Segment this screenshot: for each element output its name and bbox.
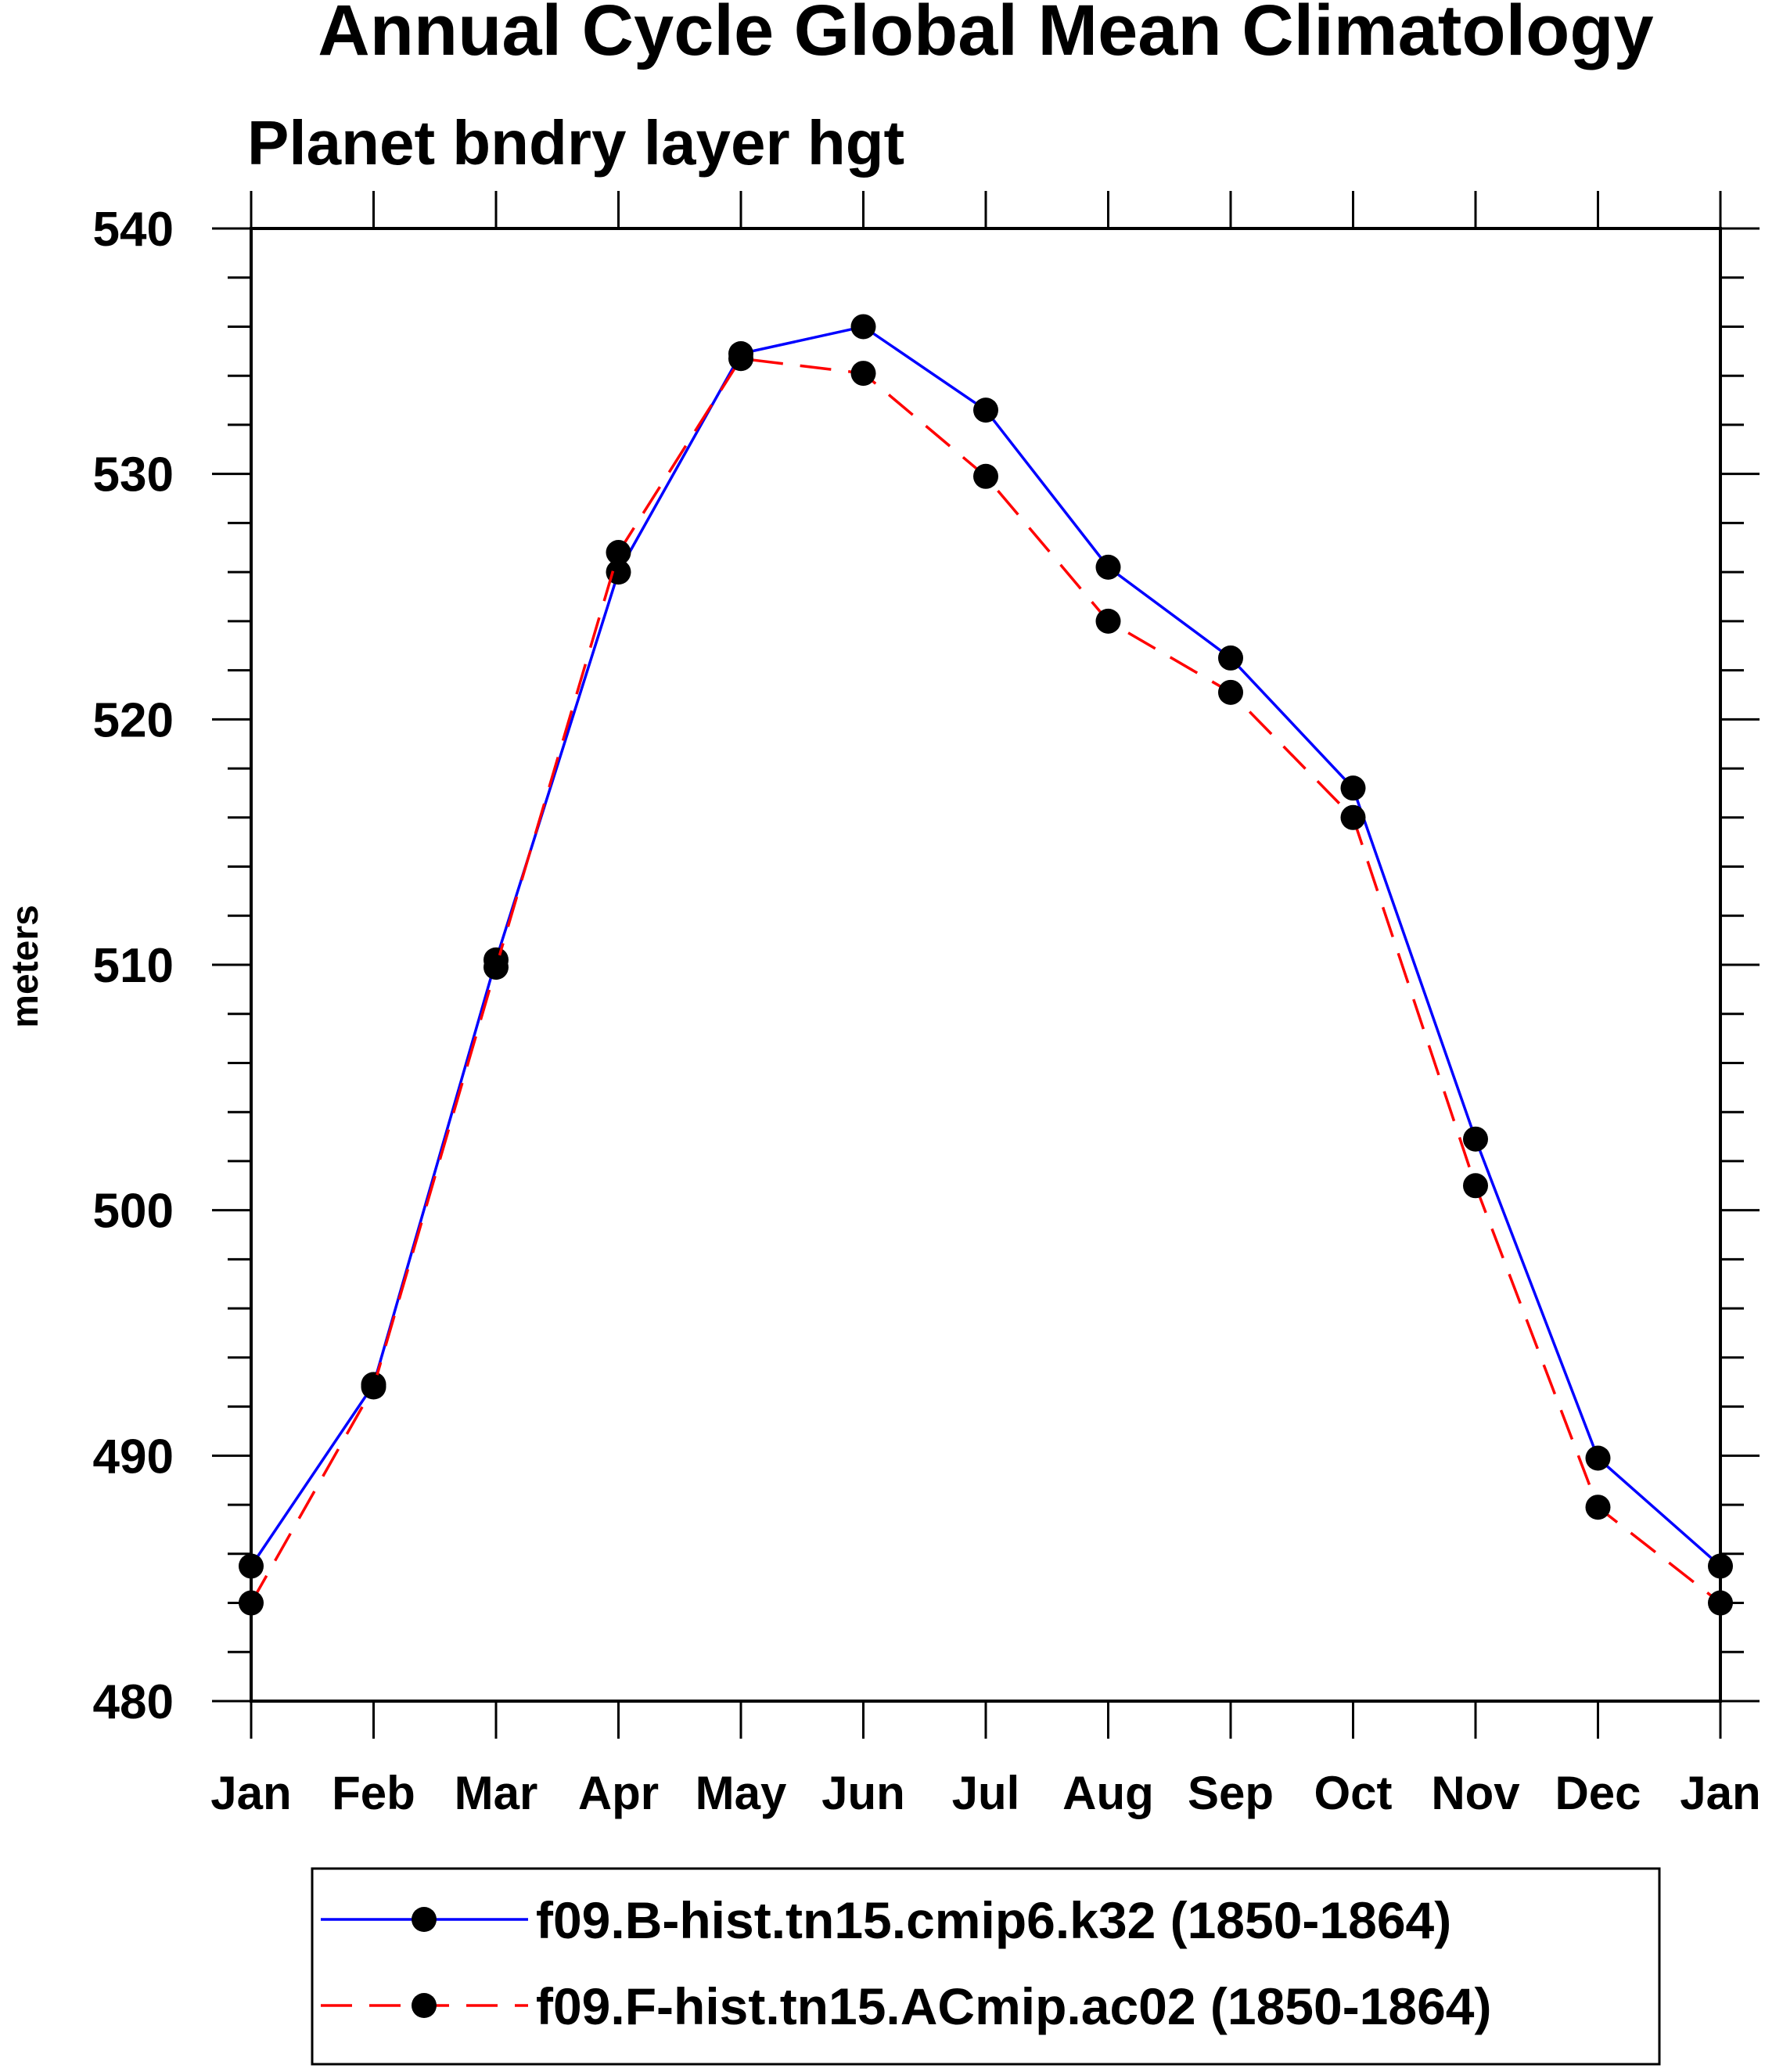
chart-subtitle: Planet bndry layer hgt xyxy=(247,108,904,178)
y-tick-label: 530 xyxy=(93,448,174,502)
axes: Jan Feb Mar Apr May Jun Jul Aug Sep Oct Nov Dec Jan 4… xyxy=(93,191,1761,1819)
data-point xyxy=(1340,804,1366,830)
data-point xyxy=(1585,1445,1611,1471)
y-axis-label: meters xyxy=(5,905,46,1027)
data-point xyxy=(1095,554,1121,580)
data-point xyxy=(361,1374,386,1400)
data-point xyxy=(973,463,998,489)
y-tick-label: 520 xyxy=(93,693,174,747)
x-tick-label: Jan xyxy=(210,1767,291,1819)
series-line-1 xyxy=(250,325,1722,1567)
x-tick-label: May xyxy=(696,1767,787,1819)
x-tick-label: Sep xyxy=(1188,1767,1274,1819)
x-tick-label: Mar xyxy=(455,1767,538,1819)
data-point xyxy=(239,1553,264,1579)
y-tick-label: 500 xyxy=(93,1185,174,1239)
x-tick-label: Apr xyxy=(578,1767,659,1819)
legend-box xyxy=(311,1867,1661,2066)
x-tick-label: Aug xyxy=(1062,1767,1154,1819)
y-tick-label: 510 xyxy=(93,939,174,993)
legend: f09.B-hist.tn15.cmip6.k32 (1850-1864) f09… xyxy=(311,1867,1661,2066)
y-tick-label: 480 xyxy=(93,1675,174,1729)
data-point xyxy=(1218,645,1243,671)
data-point xyxy=(1095,608,1121,634)
plot-frame xyxy=(250,227,1722,1703)
data-point xyxy=(1585,1495,1611,1520)
x-tick-label: Jan xyxy=(1680,1767,1760,1819)
x-tick-label: Oct xyxy=(1314,1767,1392,1819)
data-point xyxy=(483,955,509,980)
y-tick-label: 490 xyxy=(93,1430,174,1484)
data-point xyxy=(1708,1553,1733,1579)
y-tick-label: 540 xyxy=(93,203,174,257)
legend-marker xyxy=(412,1907,437,1932)
data-point xyxy=(1463,1126,1488,1152)
x-tick-label: Jul xyxy=(952,1767,1020,1819)
data-point xyxy=(1463,1173,1488,1199)
chart-title: Annual Cycle Global Mean Climatology xyxy=(318,0,1653,70)
series-group xyxy=(239,314,1733,1616)
legend-label-2: f09.F-hist.tn15.ACmip.ac02 (1850-1864) xyxy=(536,1977,1491,2035)
x-tick-label: Dec xyxy=(1555,1767,1641,1819)
legend-marker xyxy=(412,1993,437,2018)
data-point xyxy=(606,540,631,566)
data-point xyxy=(850,314,876,340)
data-point xyxy=(1708,1590,1733,1616)
x-tick-label: Nov xyxy=(1431,1767,1520,1819)
data-point xyxy=(728,346,753,372)
data-point xyxy=(239,1590,264,1616)
x-tick-label: Feb xyxy=(332,1767,415,1819)
x-tick-label: Jun xyxy=(821,1767,905,1819)
data-point xyxy=(973,397,998,423)
data-point xyxy=(1218,679,1243,705)
series-line-2 xyxy=(250,357,1722,1604)
data-point xyxy=(1340,775,1366,801)
legend-label-1: f09.B-hist.tn15.cmip6.k32 (1850-1864) xyxy=(536,1891,1451,1949)
data-point xyxy=(850,361,876,387)
